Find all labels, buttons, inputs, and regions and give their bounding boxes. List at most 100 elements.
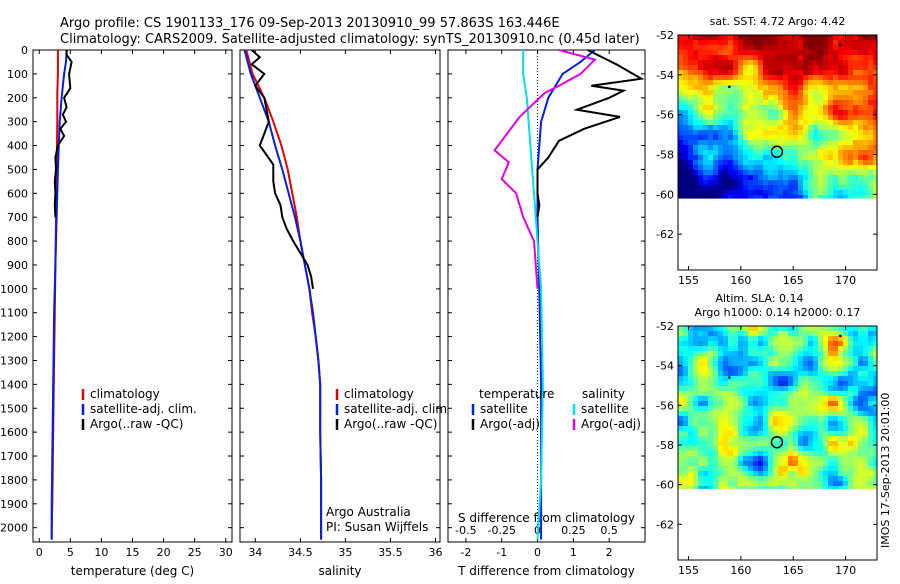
heatmap-cell — [703, 401, 709, 407]
heatmap-cell — [798, 70, 804, 76]
heatmap-cell — [708, 341, 714, 347]
heatmap-cell — [723, 416, 729, 422]
heatmap-cell — [703, 426, 709, 432]
heatmap-cell — [803, 195, 809, 199]
heatmap-cell — [768, 45, 774, 51]
heatmap-cell — [728, 60, 734, 66]
heatmap-cell — [818, 461, 824, 467]
heatmap-cell — [768, 341, 774, 347]
heatmap-cell — [813, 65, 819, 71]
heatmap-cell — [703, 436, 709, 442]
heatmap-cell — [793, 461, 799, 467]
heatmap-cell — [813, 346, 819, 352]
heatmap-cell — [763, 45, 769, 51]
heatmap-cell — [833, 486, 839, 489]
heatmap-cell — [783, 376, 789, 382]
heatmap-cell — [698, 461, 704, 467]
heatmap-cell — [753, 190, 759, 196]
heatmap-cell — [788, 35, 794, 41]
heatmap-cell — [828, 110, 834, 116]
heatmap-cell — [868, 180, 874, 186]
heatmap-cell — [853, 60, 859, 66]
heatmap-cell — [858, 155, 864, 161]
heatmap-cell — [703, 35, 709, 41]
heatmap-cell — [828, 411, 834, 417]
heatmap-cell — [763, 481, 769, 487]
heatmap-cell — [773, 90, 779, 96]
heatmap-cell — [853, 115, 859, 121]
heatmap-cell — [828, 150, 834, 156]
heatmap-cell — [768, 481, 774, 487]
heatmap-cell — [798, 431, 804, 437]
heatmap-cell — [773, 80, 779, 86]
heatmap-cell — [708, 170, 714, 176]
heatmap-cell — [798, 130, 804, 136]
heatmap-cell — [688, 120, 694, 126]
heatmap-cell — [803, 110, 809, 116]
heatmap-cell — [868, 391, 874, 397]
x-tick-label: 34 — [248, 546, 262, 559]
heatmap-cell — [788, 195, 794, 199]
heatmap-cell — [763, 361, 769, 367]
heatmap-cell — [833, 145, 839, 151]
heatmap-cell — [783, 476, 789, 482]
heatmap-cell — [698, 145, 704, 151]
heatmap-cell — [833, 75, 839, 81]
heatmap-cell — [758, 195, 764, 199]
heatmap-cell — [823, 50, 829, 56]
heatmap-cell — [678, 95, 684, 101]
heatmap-cell — [823, 341, 829, 347]
heatmap-cell — [703, 461, 709, 467]
heatmap-cell — [873, 45, 878, 51]
heatmap-cell — [848, 140, 854, 146]
heatmap-cell — [698, 105, 704, 111]
heatmap-cell — [708, 40, 714, 46]
heatmap-cell — [838, 396, 844, 402]
heatmap-cell — [713, 35, 719, 41]
heatmap-cell — [753, 135, 759, 141]
heatmap-cell — [678, 110, 684, 116]
heatmap-cell — [853, 461, 859, 467]
heatmap-cell — [713, 371, 719, 377]
series-line-1 — [50, 49, 68, 540]
heatmap-cell — [743, 120, 749, 126]
heatmap-cell — [683, 100, 689, 106]
heatmap-cell — [833, 135, 839, 141]
heatmap-cell — [823, 40, 829, 46]
heatmap-cell — [723, 406, 729, 412]
heatmap-cell — [818, 476, 824, 482]
heatmap-cell — [703, 85, 709, 91]
heatmap-cell — [683, 396, 689, 402]
heatmap-cell — [828, 100, 834, 106]
heatmap-cell — [718, 120, 724, 126]
heatmap-cell — [868, 356, 874, 362]
heatmap-cell — [783, 170, 789, 176]
heatmap-cell — [718, 396, 724, 402]
heatmap-cell — [858, 65, 864, 71]
heatmap-cell — [683, 60, 689, 66]
heatmap-cell — [678, 481, 684, 487]
heatmap-cell — [793, 436, 799, 442]
heatmap-cell — [758, 55, 764, 61]
heatmap-cell — [728, 466, 734, 472]
heatmap-cell — [863, 125, 869, 131]
heatmap-cell — [818, 366, 824, 372]
heatmap-cell — [788, 70, 794, 76]
heatmap-cell — [733, 366, 739, 372]
heatmap-cell — [693, 90, 699, 96]
heatmap-cell — [808, 411, 814, 417]
heatmap-cell — [873, 446, 878, 452]
heatmap-cell — [768, 356, 774, 362]
heatmap-cell — [853, 105, 859, 111]
heatmap-cell — [723, 165, 729, 171]
heatmap-cell — [788, 341, 794, 347]
heatmap-cell — [773, 426, 779, 432]
heatmap-cell — [808, 416, 814, 422]
heatmap-cell — [758, 115, 764, 121]
heatmap-cell — [858, 120, 864, 126]
heatmap-cell — [873, 100, 878, 106]
heatmap-cell — [868, 411, 874, 417]
heatmap-cell — [718, 431, 724, 437]
heatmap-cell — [813, 170, 819, 176]
heatmap-cell — [713, 461, 719, 467]
